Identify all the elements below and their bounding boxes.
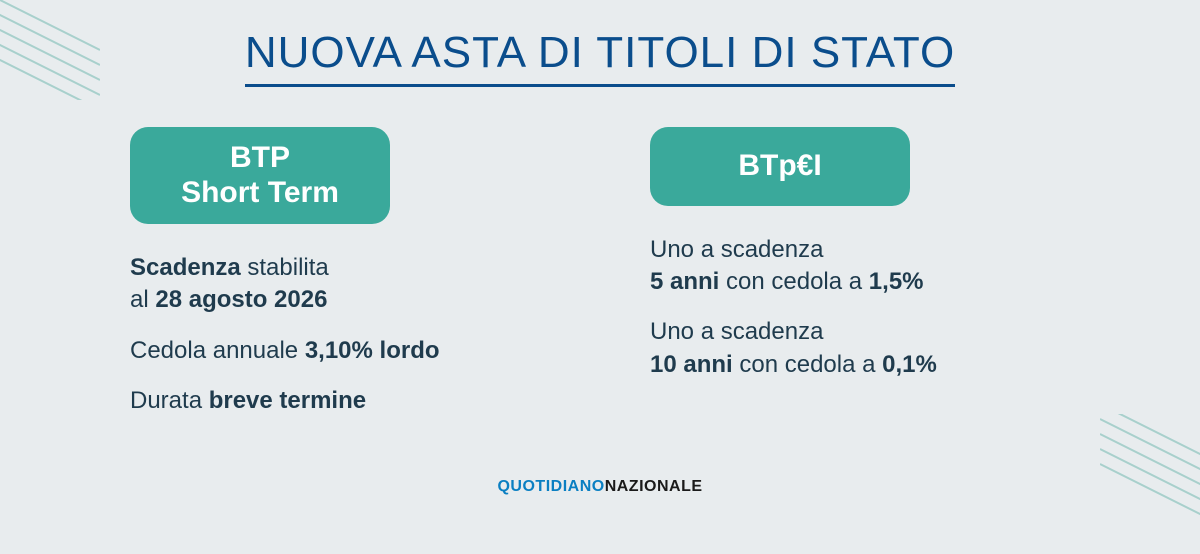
- left-column: BTP Short Term Scadenza stabilita al 28 …: [130, 127, 550, 436]
- badge-btp-short-term: BTP Short Term: [130, 127, 390, 224]
- badge-line2: Short Term: [181, 176, 339, 209]
- right-column: BTp€I Uno a scadenza 5 anni con cedola a…: [650, 127, 1070, 436]
- footer-brand: QUOTIDIANONAZIONALE: [0, 478, 1200, 496]
- right-details: Uno a scadenza 5 anni con cedola a 1,5% …: [650, 234, 1070, 382]
- brand-part2: NAZIONALE: [605, 478, 703, 495]
- badge-btpei: BTp€I: [650, 127, 910, 206]
- detail-scadenza: Scadenza stabilita al 28 agosto 2026: [130, 252, 550, 317]
- detail-10anni: Uno a scadenza 10 anni con cedola a 0,1%: [650, 316, 1070, 381]
- brand-part1: QUOTIDIANO: [497, 478, 604, 495]
- detail-cedola: Cedola annuale 3,10% lordo: [130, 335, 550, 367]
- detail-durata: Durata breve termine: [130, 385, 550, 417]
- page-title: NUOVA ASTA DI TITOLI DI STATO: [245, 28, 955, 87]
- left-details: Scadenza stabilita al 28 agosto 2026 Ced…: [130, 252, 550, 418]
- detail-5anni: Uno a scadenza 5 anni con cedola a 1,5%: [650, 234, 1070, 299]
- decoration-top-left: [0, 0, 100, 100]
- badge-line1: BTP: [230, 141, 290, 174]
- content-columns: BTP Short Term Scadenza stabilita al 28 …: [0, 87, 1200, 436]
